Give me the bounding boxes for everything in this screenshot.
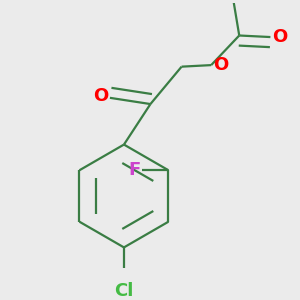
Text: O: O <box>213 56 228 74</box>
Text: O: O <box>93 87 108 105</box>
Text: F: F <box>128 161 140 179</box>
Text: O: O <box>272 28 287 46</box>
Text: Cl: Cl <box>114 282 134 300</box>
